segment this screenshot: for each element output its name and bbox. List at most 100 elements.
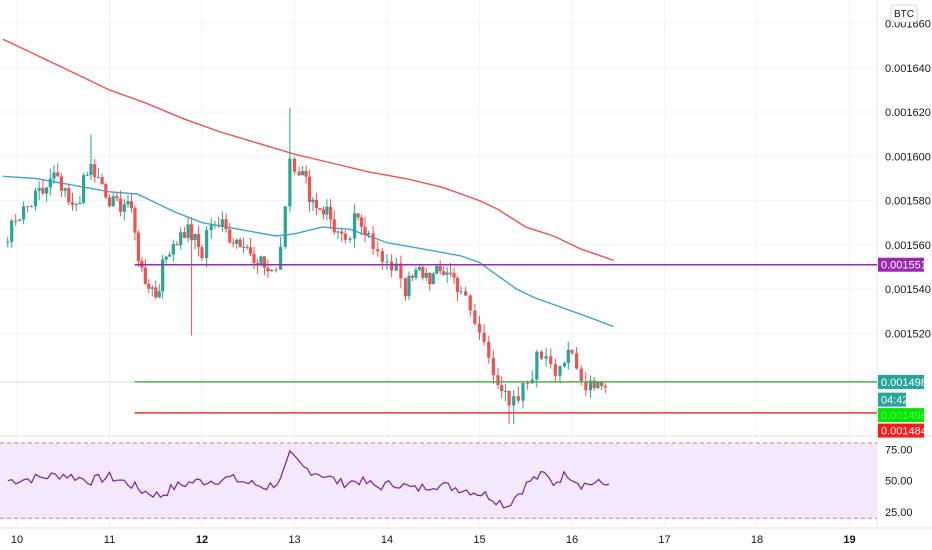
candle — [126, 194, 130, 208]
candle — [189, 217, 194, 336]
horizontal-levels — [0, 263, 877, 414]
time-tick-label: 18 — [751, 534, 763, 546]
rsi-tick-label: 25.00 — [885, 507, 913, 519]
currency-badge[interactable]: BTC — [890, 4, 918, 23]
candle — [300, 165, 305, 176]
time-axis[interactable]: 10 11 12 13 14 15 16 17 18 19 — [11, 534, 856, 546]
candle — [242, 237, 246, 254]
candle — [171, 239, 175, 262]
candle — [307, 169, 312, 212]
price-tick-label: 0.001640 — [885, 63, 931, 75]
candle — [186, 216, 190, 243]
candle — [407, 271, 411, 300]
candle — [332, 210, 336, 235]
candle — [255, 259, 260, 274]
candle — [477, 316, 482, 340]
candle — [603, 383, 607, 394]
candle — [549, 348, 553, 369]
candle — [115, 191, 119, 202]
candle — [359, 214, 364, 236]
price-tick-label: 0.001600 — [885, 151, 931, 163]
candle — [516, 386, 520, 404]
green-level-tag: 0.001498 — [878, 408, 927, 423]
candle — [566, 341, 570, 370]
candle — [136, 230, 141, 268]
candle — [25, 206, 30, 213]
candle — [424, 268, 428, 282]
candle — [104, 182, 108, 199]
candle — [435, 264, 439, 275]
candle — [385, 254, 389, 271]
candle — [558, 365, 562, 384]
time-tick-label: 16 — [566, 534, 578, 546]
candle — [575, 347, 579, 370]
candles — [6, 107, 607, 424]
candle — [428, 271, 432, 291]
candle — [262, 256, 267, 276]
rsi-line — [7, 449, 610, 509]
candle — [563, 361, 567, 368]
time-tick-label: 19 — [843, 534, 855, 546]
candle — [363, 216, 367, 243]
rsi-tick-label: 50.00 — [885, 476, 913, 488]
candle — [414, 267, 418, 281]
candle — [318, 207, 322, 211]
ma-fast-line — [3, 175, 614, 328]
candle — [70, 192, 75, 211]
countdown-tag: 04:42 — [878, 392, 909, 407]
candle — [93, 158, 97, 183]
candle — [473, 303, 477, 326]
candle — [588, 375, 593, 398]
candle — [14, 214, 18, 226]
candle — [500, 376, 504, 399]
rsi-panel: 75.00 50.00 25.00 — [0, 442, 913, 519]
candle — [442, 266, 446, 276]
candle — [67, 184, 71, 206]
candle — [304, 165, 308, 184]
candle — [107, 194, 112, 208]
candle — [182, 226, 187, 239]
candle — [445, 266, 449, 284]
candle — [248, 237, 253, 257]
price-axis[interactable]: 0.0016600.0016400.0016200.0016000.001580… — [885, 19, 931, 341]
candle — [553, 358, 557, 383]
candle — [6, 236, 10, 248]
candle — [592, 377, 596, 391]
candle — [252, 246, 256, 270]
candle — [154, 280, 158, 300]
candle — [487, 335, 491, 364]
candle — [205, 226, 209, 268]
candle — [283, 206, 287, 250]
candle — [89, 134, 93, 181]
candle — [100, 173, 104, 185]
candle — [507, 390, 511, 424]
candle — [343, 230, 347, 244]
time-tick-label: 17 — [658, 534, 670, 546]
time-tick-label: 11 — [104, 534, 115, 546]
candle — [292, 157, 297, 175]
candle — [200, 244, 204, 262]
candle — [266, 259, 270, 278]
red-level-tag: 0.001484 — [878, 423, 927, 438]
candle — [464, 286, 468, 297]
candle — [482, 324, 486, 346]
candle — [41, 179, 45, 196]
candle — [455, 276, 460, 302]
candle — [22, 201, 26, 225]
candle — [193, 233, 197, 250]
candle — [459, 286, 463, 295]
candle — [376, 241, 380, 257]
candle — [274, 267, 278, 273]
countdown-tag-label: 04:42 — [881, 395, 909, 407]
candle — [235, 238, 239, 249]
candle — [168, 251, 172, 257]
candle — [468, 294, 472, 317]
price-tick-label: 0.001520 — [885, 328, 931, 340]
price-tags: 0.001551 0.001498 04:42 0.001498 0.001484 — [878, 257, 927, 438]
time-tick-label: 13 — [288, 534, 300, 546]
candle — [539, 350, 544, 360]
candle — [157, 284, 161, 299]
candle — [421, 265, 425, 281]
candle — [336, 229, 340, 240]
